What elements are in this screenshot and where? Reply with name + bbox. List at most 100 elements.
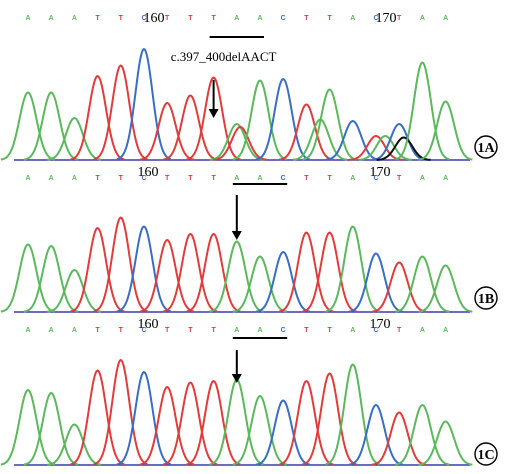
trace-peak-a	[325, 363, 380, 466]
base-call: A	[49, 175, 54, 182]
panel-label: 1B	[478, 292, 494, 307]
trace-peak-t	[279, 103, 334, 161]
trace-peak-t	[186, 233, 241, 313]
base-call: A	[350, 15, 355, 22]
base-call: A	[25, 327, 30, 334]
base-call: T	[211, 175, 216, 182]
base-call: C	[373, 15, 378, 22]
base-call: T	[304, 175, 309, 182]
base-call: A	[72, 327, 77, 334]
base-call: A	[257, 175, 262, 182]
base-call: T	[188, 327, 193, 334]
base-call: T	[165, 175, 170, 182]
trace-peak-t	[139, 102, 195, 161]
base-call: T	[304, 327, 309, 334]
trace-peak-a	[418, 264, 473, 313]
trace-peak-a	[395, 255, 450, 313]
base-call: T	[119, 327, 124, 334]
trace-peak-a	[23, 245, 79, 313]
base-call: T	[327, 15, 332, 22]
base-call: A	[350, 327, 355, 334]
base-call: T	[304, 15, 309, 22]
base-call: A	[49, 15, 54, 22]
trace-peak-a	[0, 91, 55, 161]
trace-peak-c	[255, 78, 311, 161]
trace-peak-a	[47, 423, 102, 466]
base-call: C	[373, 327, 378, 334]
base-call: C	[281, 327, 286, 334]
trace-peak-t	[302, 372, 357, 466]
base-call: T	[165, 15, 170, 22]
trace-peak-a	[232, 255, 287, 313]
trace-peak-t	[279, 380, 334, 466]
panel-label-circle	[474, 286, 498, 310]
trace-peak-t	[348, 135, 403, 161]
trace-peak-a	[418, 420, 473, 466]
base-call: C	[141, 327, 146, 334]
panel-label: 1C	[477, 448, 494, 463]
panel-1b: A A A T T C T T T A A C T T A C T A A 160 170 1B	[0, 165, 498, 313]
trace-peak-a	[395, 404, 450, 466]
panel-1c: A A A T T C T T T A A C T T A C T A A 160 170 1C	[0, 317, 498, 466]
trace-peak-t	[93, 359, 148, 466]
trace-peak-a	[232, 395, 287, 466]
arrow-head-icon	[231, 374, 242, 383]
trace-peak-a	[358, 135, 413, 161]
base-call: T	[119, 175, 124, 182]
trace-peak-t	[139, 239, 195, 313]
trace-peak-c	[116, 225, 172, 313]
base-call: T	[95, 175, 100, 182]
trace-peak-t	[302, 231, 357, 313]
trace-peak-t	[93, 64, 148, 161]
base-call: A	[25, 175, 30, 182]
base-call: A	[350, 175, 355, 182]
base-call: T	[397, 15, 402, 22]
base-call: C	[141, 175, 146, 182]
position-number: 160	[138, 165, 159, 180]
trace-peak-t	[371, 411, 427, 466]
arrow-head-icon	[208, 109, 219, 118]
trace-peak-c	[116, 48, 172, 161]
base-call: T	[188, 175, 193, 182]
base-call: A	[234, 175, 239, 182]
base-call: C	[373, 175, 378, 182]
trace-peak-a	[232, 79, 287, 161]
position-number: 160	[138, 317, 159, 332]
trace-peak-c	[371, 123, 427, 161]
trace-peak-t	[163, 233, 218, 313]
base-call: A	[72, 15, 77, 22]
position-number: 170	[376, 11, 397, 26]
base-call: A	[420, 15, 425, 22]
base-call: C	[281, 175, 286, 182]
base-call: C	[281, 15, 286, 22]
trace-peak-t	[70, 369, 125, 466]
trace-peak-a	[23, 392, 79, 466]
trace-peak-t	[93, 216, 148, 313]
base-call: A	[420, 327, 425, 334]
base-call: C	[141, 15, 146, 22]
base-call: A	[25, 15, 30, 22]
trace-peak-c	[255, 399, 311, 466]
base-call: A	[72, 175, 77, 182]
base-call: T	[211, 15, 216, 22]
mutation-annotation: c.397_400delAACT	[171, 49, 277, 64]
position-number: 160	[144, 11, 165, 26]
trace-peak-a	[47, 269, 102, 313]
base-call: A	[443, 327, 448, 334]
panel-label: 1A	[477, 141, 495, 156]
arrow-head-icon	[231, 231, 242, 240]
trace-peak-c	[116, 371, 172, 466]
base-call: T	[327, 327, 332, 334]
trace-peak-t	[70, 75, 125, 161]
base-call: T	[188, 15, 193, 22]
base-call: T	[119, 15, 124, 22]
trace-peak-a	[0, 389, 55, 466]
trace-peak-t	[213, 126, 268, 161]
panel-label-circle	[474, 442, 498, 466]
trace-peak-a	[47, 117, 102, 161]
trace-peak-c	[348, 404, 403, 466]
position-number: 170	[370, 165, 391, 180]
base-call: A	[443, 175, 448, 182]
base-call: A	[234, 327, 239, 334]
trace-peak-a	[23, 91, 79, 161]
